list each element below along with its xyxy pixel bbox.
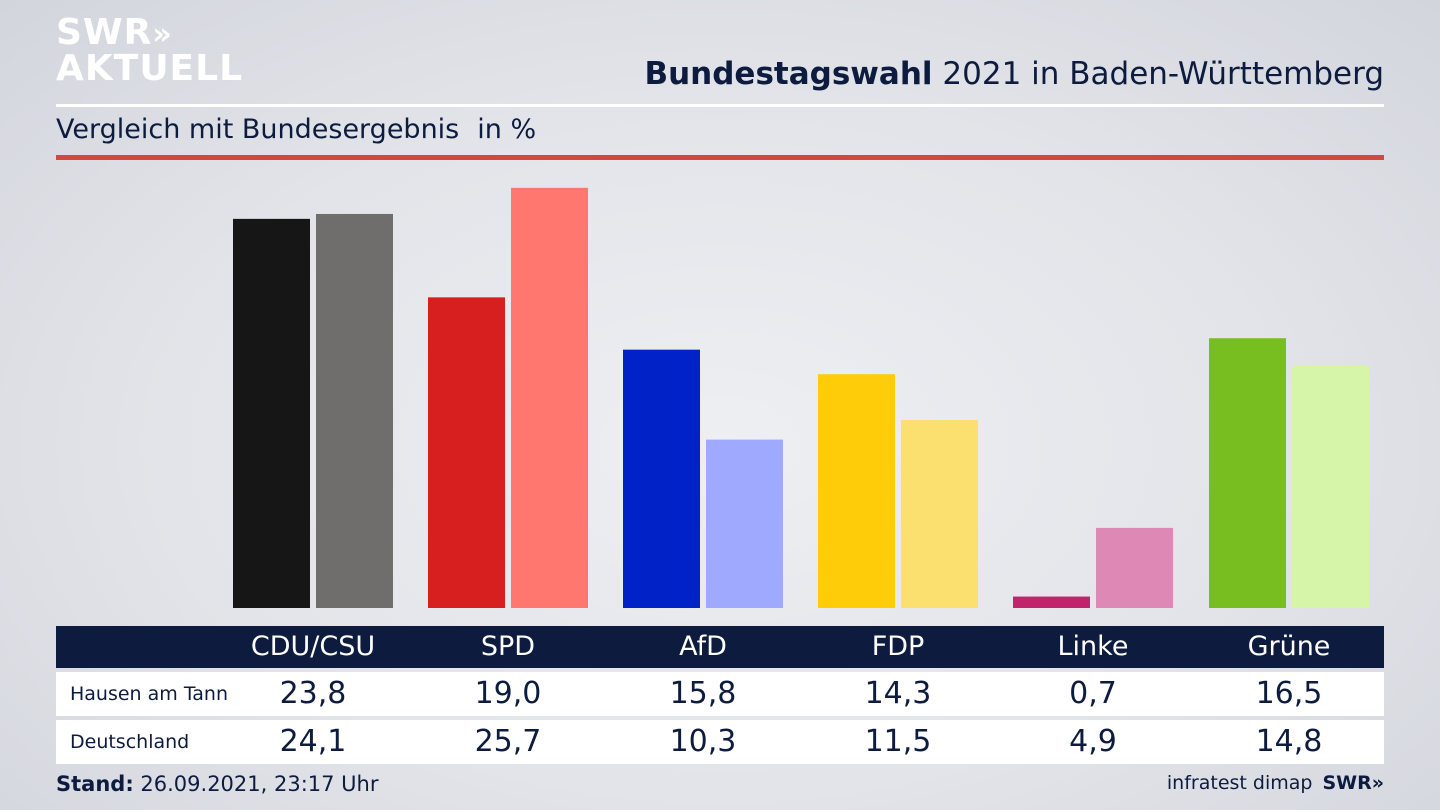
value-cell-linke: 0,7 xyxy=(1069,676,1117,711)
value-cell-fdp: 11,5 xyxy=(864,724,932,759)
unit-label: in % xyxy=(477,114,537,145)
source-text: infratest dimap xyxy=(1166,772,1313,794)
table-header-row: CDU/CSU SPD AfD FDP Linke Grüne xyxy=(56,626,1384,668)
bar-cdu-csu-hausen xyxy=(233,218,310,608)
stand-value: 26.09.2021, 23:17 Uhr xyxy=(133,772,379,796)
chart-title: Bundestagswahl 2021 in Baden-Württemberg xyxy=(644,56,1384,92)
bar-chart xyxy=(233,187,1369,608)
column-header-afd: AfD xyxy=(679,631,727,662)
source-credit: infratest dimap SWR» xyxy=(1167,772,1384,794)
value-cell-cdu-csu: 24,1 xyxy=(279,724,347,759)
logo-swr: SWR xyxy=(56,12,153,53)
bar-cdu-csu-deutschland xyxy=(316,213,393,608)
value-cell-cdu-csu: 23,8 xyxy=(279,676,347,711)
table-row-deutschland: Deutschland 24,1 25,7 10,3 11,5 4,9 14,8 xyxy=(56,720,1384,764)
swr-footer-logo: SWR» xyxy=(1322,772,1384,794)
stand-label: Stand: xyxy=(56,772,134,796)
chart-title-rest: 2021 in Baden-Württemberg xyxy=(932,56,1384,92)
column-header-linke: Linke xyxy=(1057,631,1129,662)
bar-grüne-deutschland xyxy=(1292,366,1369,608)
bar-spd-deutschland xyxy=(511,187,588,608)
logo-aktuell: AKTUELL xyxy=(56,48,244,89)
table-row-hausen: Hausen am Tann 23,8 19,0 15,8 14,3 0,7 16,5 xyxy=(56,672,1384,716)
column-header-grüne: Grüne xyxy=(1247,631,1331,662)
row-label-hausen: Hausen am Tann xyxy=(70,683,229,705)
title-divider xyxy=(56,104,1384,107)
column-header-fdp: FDP xyxy=(871,631,925,662)
value-cell-spd: 25,7 xyxy=(474,724,542,759)
bar-fdp-deutschland xyxy=(901,419,978,608)
column-header-cdu-csu: CDU/CSU xyxy=(250,631,376,662)
bar-spd-hausen xyxy=(428,297,505,608)
value-cell-linke: 4,9 xyxy=(1069,724,1117,759)
bar-afd-deutschland xyxy=(706,439,783,608)
bar-afd-hausen xyxy=(623,349,700,608)
row-label-deutschland: Deutschland xyxy=(70,731,190,753)
chart-title-bold: Bundestagswahl xyxy=(644,56,933,92)
value-cell-grüne: 16,5 xyxy=(1255,676,1323,711)
bar-linke-deutschland xyxy=(1096,527,1173,608)
results-table: CDU/CSU SPD AfD FDP Linke Grüne Hausen am Tan… xyxy=(56,626,1384,764)
bar-grüne-hausen xyxy=(1209,338,1286,608)
swr-aktuell-logo: SWR» AKTUELL xyxy=(56,15,244,89)
value-cell-afd: 10,3 xyxy=(669,724,737,759)
value-cell-grüne: 14,8 xyxy=(1255,724,1323,759)
value-cell-fdp: 14,3 xyxy=(864,676,932,711)
column-header-spd: SPD xyxy=(480,631,536,662)
bar-fdp-hausen xyxy=(818,374,895,608)
timestamp: Stand: 26.09.2021, 23:17 Uhr xyxy=(56,772,379,796)
accent-divider xyxy=(56,155,1384,160)
bar-linke-hausen xyxy=(1013,596,1090,608)
subtitle-text: Vergleich mit Bundesergebnis xyxy=(56,114,460,145)
value-cell-spd: 19,0 xyxy=(474,676,542,711)
value-cell-afd: 15,8 xyxy=(669,676,737,711)
chart-subtitle: Vergleich mit Bundesergebnis in % xyxy=(56,114,536,145)
